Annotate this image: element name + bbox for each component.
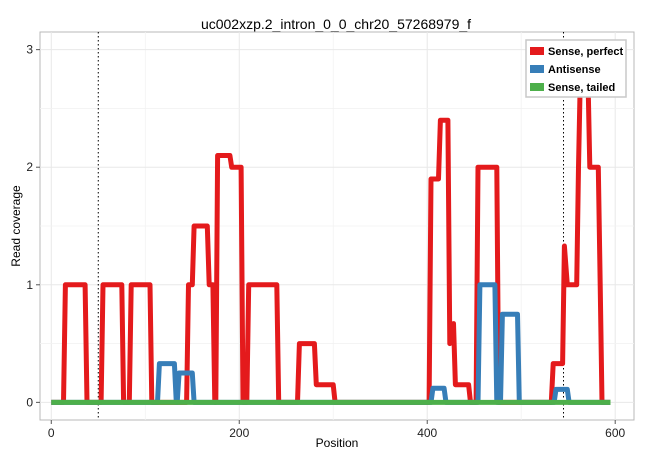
x-tick-label: 0 — [48, 426, 55, 440]
y-tick-label: 0 — [26, 395, 33, 409]
y-tick-label: 2 — [26, 160, 33, 174]
series-line-sense-perfect — [51, 70, 611, 405]
y-tick-label: 3 — [26, 43, 33, 57]
legend: Sense, perfect Antisense Sense, tailed — [525, 39, 627, 98]
x-tick-label: 600 — [605, 426, 625, 440]
y-axis: 0 1 2 3 — [26, 43, 40, 409]
x-tick-label: 200 — [229, 426, 249, 440]
y-tick-label: 1 — [26, 278, 33, 292]
legend-swatch — [530, 65, 544, 73]
series-lines — [51, 70, 611, 405]
legend-label: Sense, tailed — [548, 82, 615, 94]
chart-title: uc002xzp.2_intron_0_0_chr20_57268979_f — [201, 16, 471, 32]
legend-swatch — [530, 83, 544, 91]
x-axis: 0 200 400 600 — [48, 420, 626, 440]
x-tick-label: 400 — [417, 426, 437, 440]
legend-label: Antisense — [548, 64, 601, 76]
x-axis-title: Position — [316, 436, 359, 450]
legend-swatch — [530, 47, 544, 55]
legend-label: Sense, perfect — [548, 46, 624, 58]
y-axis-title: Read coverage — [9, 185, 23, 267]
